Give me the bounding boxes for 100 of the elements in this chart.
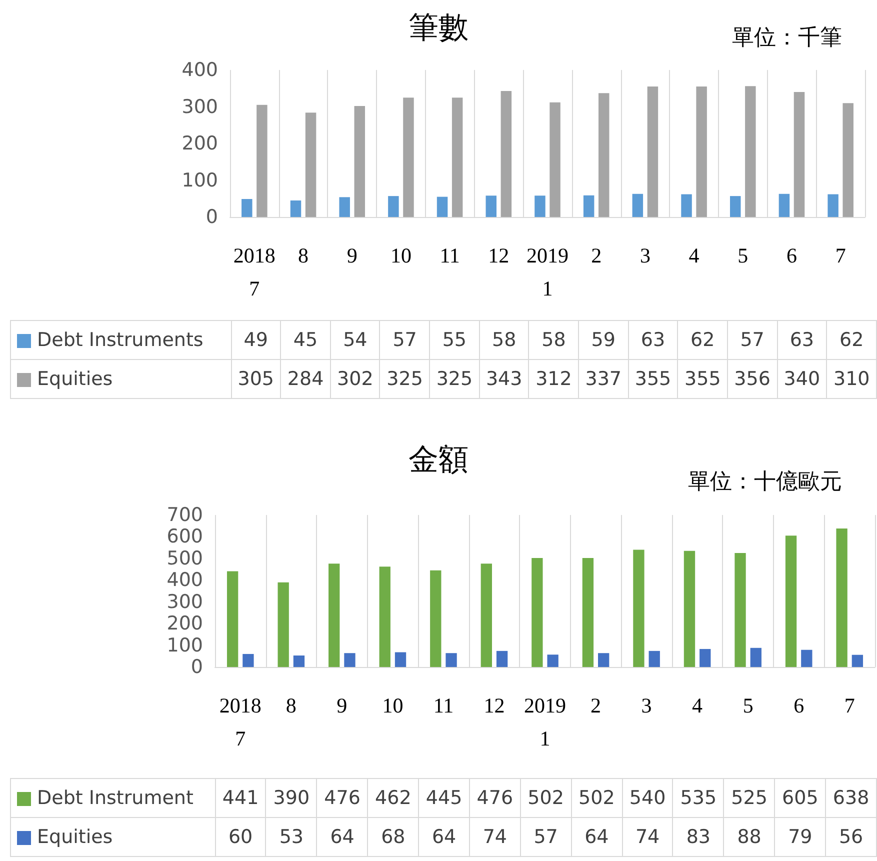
bar	[836, 528, 848, 667]
bar	[534, 196, 546, 217]
x-tick-label: 2	[591, 244, 602, 268]
data-label: 476	[316, 778, 368, 818]
bar	[684, 550, 696, 667]
x-tick-label: 11	[433, 694, 454, 718]
bar	[778, 194, 790, 217]
data-label: 63	[777, 320, 827, 360]
x-tick-label: 4	[688, 244, 700, 268]
bar	[242, 654, 254, 667]
bar	[700, 648, 711, 667]
x-tick-label: 4	[692, 694, 704, 718]
bar	[547, 654, 558, 667]
data-label: 502	[571, 778, 622, 818]
y-tick-label: 100	[166, 634, 203, 656]
data-label: 54	[330, 320, 380, 360]
data-label: 340	[777, 360, 827, 398]
x-tick-label: 9	[336, 694, 348, 718]
data-label: 325	[430, 360, 480, 398]
data-label: 302	[330, 360, 380, 398]
data-label: 390	[266, 778, 317, 818]
bar	[852, 654, 864, 667]
bar	[436, 196, 448, 217]
data-label: 305	[231, 360, 281, 398]
bar	[256, 104, 268, 217]
data-label: 462	[368, 778, 419, 818]
data-label: 45	[280, 320, 330, 360]
data-label: 638	[826, 778, 876, 818]
y-tick-label: 200	[182, 132, 218, 154]
x-tick-label: 3	[641, 694, 652, 718]
y-tick-label: 0	[190, 656, 203, 678]
legend-label: Equities	[10, 818, 216, 856]
data-label: 74	[622, 818, 673, 856]
data-label: 605	[774, 778, 826, 818]
bar	[842, 103, 854, 217]
bar	[785, 536, 797, 667]
bar	[681, 194, 692, 217]
y-tick-label: 400	[166, 569, 203, 592]
data-label: 64	[571, 818, 622, 856]
bar	[403, 98, 414, 217]
bar	[632, 194, 644, 217]
bar	[696, 86, 707, 217]
x-tick-label: 2019 1	[524, 694, 566, 750]
x-tick-label: 2	[590, 694, 602, 718]
x-tick-label: 6	[786, 244, 797, 268]
data-label: 55	[430, 320, 480, 360]
data-label: 62	[826, 320, 876, 360]
bar	[598, 93, 610, 217]
bar	[583, 195, 594, 217]
data-label: 343	[479, 360, 529, 398]
data-label: 74	[469, 818, 520, 856]
data-label: 59	[578, 320, 628, 360]
data-label: 325	[380, 360, 430, 398]
bar	[328, 564, 340, 667]
data-label: 502	[520, 778, 572, 818]
x-tick-label: 10	[382, 694, 404, 718]
bar	[344, 653, 356, 667]
bar	[388, 196, 399, 217]
bar	[648, 650, 660, 667]
bar	[394, 652, 406, 667]
bar	[734, 553, 746, 667]
bar	[598, 653, 610, 667]
x-tick-label: 7	[844, 694, 855, 718]
data-label: 310	[826, 360, 876, 398]
bar	[730, 196, 741, 217]
x-tick-label: 5	[738, 244, 748, 268]
bar	[379, 566, 390, 667]
bar	[633, 550, 644, 667]
data-label: 535	[672, 778, 724, 818]
bar	[828, 194, 838, 217]
bar	[452, 98, 463, 217]
x-tick-label: 10	[390, 244, 412, 268]
data-label: 337	[578, 360, 628, 398]
chart-title: 筆數	[408, 12, 468, 44]
y-tick-label: 300	[166, 590, 203, 613]
data-label: 58	[528, 320, 579, 360]
data-label: 57	[727, 320, 778, 360]
data-label: 441	[215, 778, 266, 818]
data-label: 356	[727, 360, 778, 398]
x-tick-label: 8	[298, 244, 309, 268]
text: 單位：十億歐元	[688, 468, 842, 494]
y-tick-label: 0	[206, 206, 218, 228]
bar	[486, 196, 497, 217]
legend-label: Equities	[10, 360, 232, 398]
data-label: 312	[528, 360, 579, 398]
x-tick-label: 2018 7	[233, 244, 276, 300]
data-label: 79	[774, 818, 826, 856]
bar	[801, 650, 812, 667]
data-label: 62	[678, 320, 728, 360]
x-tick-label: 6	[794, 694, 804, 718]
data-label: 64	[418, 818, 470, 856]
bar	[305, 112, 316, 217]
x-tick-label: 2018 7	[219, 694, 262, 750]
x-tick-label: 2019 1	[526, 244, 568, 300]
y-tick-label: 100	[182, 169, 218, 192]
bar	[293, 655, 305, 667]
data-label: 540	[622, 778, 673, 818]
bar	[550, 102, 560, 217]
bar	[647, 86, 658, 217]
data-label: 445	[418, 778, 470, 818]
